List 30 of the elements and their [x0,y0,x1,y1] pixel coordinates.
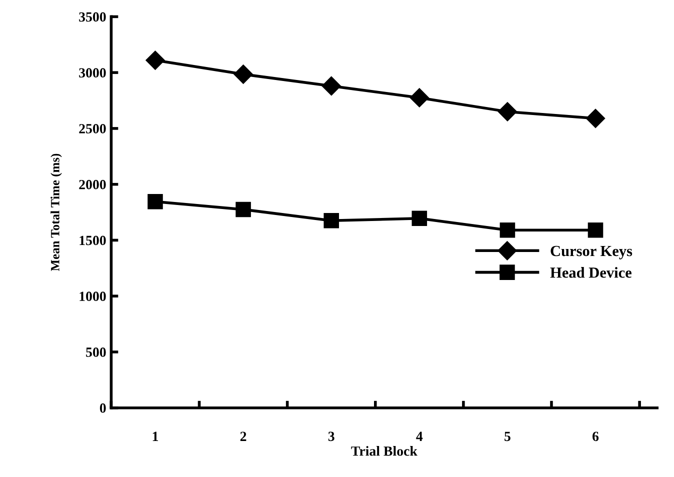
point [148,194,163,210]
point [500,222,516,238]
y-tick-label: 3500 [79,12,106,22]
y-tick-label: 1500 [80,236,106,246]
legend-label: Cursor Keys [550,246,632,260]
y-tick-label: 3000 [79,68,106,78]
x-tick-label: 1 [152,432,158,441]
x-tick-label: 6 [592,432,599,442]
y-tick-label: 1000 [80,292,106,302]
y-axis-title: Mean Total Time (ms) [50,154,62,272]
y-tick-label: 2000 [79,180,106,190]
x-tick-label: 2 [240,432,246,441]
x-tick-label: 5 [504,432,510,442]
point [588,222,604,238]
x-tick-label: 4 [416,432,423,441]
point [412,210,428,226]
point [410,88,429,108]
y-tick-label: 0 [100,403,106,413]
legend-label: Head Device [550,267,632,278]
x-axis-title: Trial Block [351,446,418,456]
y-tick-label: 2500 [79,124,106,134]
point [498,102,517,122]
point [236,202,251,218]
point [234,64,253,84]
point [322,76,341,96]
point [324,213,339,228]
point [146,50,165,70]
point [586,108,606,128]
x-tick-label: 3 [328,432,334,442]
y-tick-label: 500 [86,348,106,357]
